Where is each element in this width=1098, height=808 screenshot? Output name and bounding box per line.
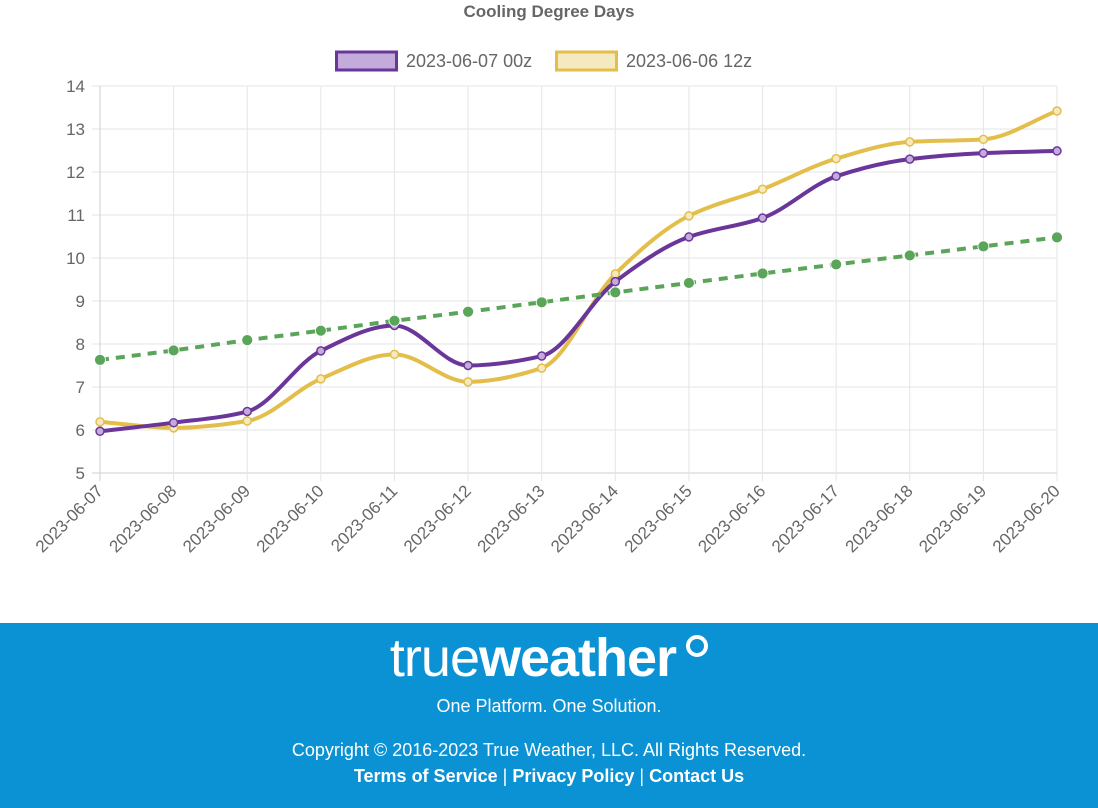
data-point[interactable] — [610, 276, 621, 287]
x-tick-label: 2023-06-10 — [253, 481, 328, 556]
series-line — [99, 148, 1058, 434]
y-tick-label: 6 — [76, 421, 85, 440]
x-tick-label: 2023-06-09 — [179, 481, 254, 556]
y-tick-label: 9 — [76, 292, 85, 311]
data-point[interactable] — [831, 153, 841, 164]
series-trend — [94, 231, 1063, 366]
data-point[interactable] — [95, 426, 105, 437]
x-tick-label: 2023-06-18 — [842, 481, 917, 556]
data-point[interactable] — [167, 344, 180, 357]
cooling-degree-days-chart: Cooling Degree Days 2023-06-07 00z 2023-0… — [32, 2, 1064, 556]
x-tick-label: 2023-06-13 — [474, 481, 549, 556]
data-point[interactable] — [94, 354, 106, 366]
terms-of-service-link[interactable]: Terms of Service — [353, 766, 498, 786]
footer: trueweather One Platform. One Solution. … — [0, 623, 1098, 808]
data-point[interactable] — [536, 363, 547, 373]
x-tick-label: 2023-06-11 — [327, 481, 401, 555]
x-tick-label: 2023-06-17 — [768, 481, 843, 556]
data-point[interactable] — [314, 324, 327, 337]
y-tick-label: 5 — [76, 464, 85, 483]
data-point[interactable] — [95, 417, 105, 427]
logo-weather-text: weather — [478, 628, 677, 688]
data-point[interactable] — [757, 213, 768, 223]
data-point[interactable] — [388, 314, 401, 327]
degree-symbol-icon — [686, 635, 709, 657]
data-point[interactable] — [241, 334, 254, 347]
data-point[interactable] — [463, 377, 473, 387]
trueweather-logo[interactable]: trueweather — [0, 631, 1098, 685]
y-tick-label: 7 — [76, 378, 85, 397]
data-point[interactable] — [168, 417, 179, 428]
data-point[interactable] — [536, 351, 547, 361]
x-tick-label: 2023-06-19 — [915, 481, 990, 556]
series-2023-06-06-12z — [95, 106, 1062, 433]
data-point[interactable] — [903, 249, 916, 262]
x-tick-label: 2023-06-08 — [106, 481, 181, 556]
legend-swatch[interactable] — [555, 50, 618, 72]
link-separator: | — [639, 766, 645, 786]
y-tick-label: 8 — [76, 335, 85, 354]
x-tick-label: 2023-06-15 — [621, 481, 696, 556]
data-point[interactable] — [389, 349, 400, 360]
data-point[interactable] — [830, 258, 843, 271]
contact-us-link[interactable]: Contact Us — [649, 766, 745, 786]
data-point[interactable] — [905, 154, 915, 164]
data-point[interactable] — [683, 277, 695, 289]
footer-links: Terms of Service | Privacy Policy | Contact … — [0, 766, 1098, 787]
link-separator: | — [502, 766, 508, 786]
logo-true-text: true — [389, 628, 480, 688]
data-point[interactable] — [463, 360, 473, 371]
data-point[interactable] — [757, 184, 768, 194]
x-tick-label: 2023-06-16 — [694, 481, 769, 556]
data-point[interactable] — [684, 232, 694, 242]
x-axis-ticks: 2023-06-072023-06-082023-06-092023-06-10… — [32, 481, 1064, 556]
y-tick-label: 12 — [66, 163, 85, 182]
data-point[interactable] — [978, 148, 989, 158]
data-point[interactable] — [610, 269, 621, 279]
data-point[interactable] — [1052, 106, 1062, 116]
legend-label[interactable]: 2023-06-06 12z — [626, 51, 752, 71]
copyright-text: Copyright © 2016-2023 True Weather, LLC.… — [291, 740, 807, 760]
x-tick-label: 2023-06-07 — [32, 481, 107, 556]
data-point[interactable] — [1052, 146, 1062, 156]
data-point[interactable] — [316, 374, 326, 384]
x-tick-label: 2023-06-12 — [400, 481, 475, 556]
data-point[interactable] — [316, 346, 326, 356]
data-point[interactable] — [535, 296, 548, 309]
y-tick-label: 13 — [66, 120, 85, 139]
legend-swatch[interactable] — [335, 50, 398, 72]
y-tick-label: 10 — [66, 249, 85, 268]
data-point[interactable] — [684, 211, 694, 221]
data-point[interactable] — [609, 286, 622, 299]
data-point[interactable] — [831, 171, 841, 182]
chart-area: Cooling Degree Days 2023-06-07 00z 2023-0… — [32, 2, 1064, 556]
legend: 2023-06-07 00z 2023-06-06 12z — [335, 50, 752, 72]
tagline: One Platform. One Solution. — [436, 696, 662, 716]
data-point[interactable] — [462, 305, 474, 318]
data-point[interactable] — [905, 137, 915, 147]
legend-label[interactable]: 2023-06-07 00z — [406, 51, 532, 71]
data-point[interactable] — [242, 416, 252, 426]
data-point[interactable] — [1051, 231, 1063, 244]
y-axis-ticks: 5 6 7 8 9 10 11 12 13 14 — [66, 77, 85, 483]
data-point[interactable] — [242, 406, 252, 417]
x-tick-label: 2023-06-20 — [989, 481, 1064, 556]
chart-title: Cooling Degree Days — [464, 2, 635, 21]
series-line — [99, 235, 1058, 362]
series-layer — [94, 106, 1063, 437]
data-point[interactable] — [978, 134, 989, 145]
series-2023-06-07-00z — [95, 146, 1062, 437]
y-tick-label: 14 — [66, 77, 85, 96]
data-point[interactable] — [977, 240, 990, 253]
x-tick-label: 2023-06-14 — [547, 481, 622, 556]
data-point[interactable] — [756, 267, 769, 280]
series-line — [99, 109, 1058, 430]
y-tick-label: 11 — [67, 206, 85, 225]
privacy-policy-link[interactable]: Privacy Policy — [512, 766, 635, 786]
